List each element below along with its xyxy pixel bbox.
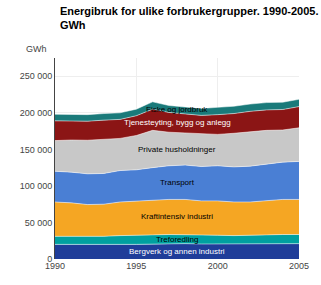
svg-text:100 000: 100 000 (20, 181, 53, 191)
svg-text:GWh: GWh (26, 44, 47, 54)
svg-text:Fiske og jordbruk: Fiske og jordbruk (146, 105, 208, 114)
svg-text:Private husholdninger: Private husholdninger (138, 145, 216, 154)
svg-text:1990: 1990 (45, 261, 65, 271)
svg-text:Treforedling: Treforedling (156, 235, 198, 244)
svg-text:1995: 1995 (126, 261, 146, 271)
svg-text:Tjenesteyting, bygg og anlegg: Tjenesteyting, bygg og anlegg (124, 118, 231, 127)
svg-text:Transport: Transport (160, 178, 195, 187)
svg-text:Kraftintensiv industri: Kraftintensiv industri (141, 212, 213, 221)
svg-text:250 000: 250 000 (20, 71, 53, 81)
svg-text:50 000: 50 000 (25, 218, 53, 228)
svg-text:150 000: 150 000 (20, 145, 53, 155)
svg-text:0: 0 (47, 254, 52, 264)
svg-text:2000: 2000 (208, 261, 228, 271)
svg-text:Bergverk og annen industri: Bergverk og annen industri (129, 247, 225, 256)
svg-text:2005: 2005 (289, 261, 309, 271)
svg-text:Energibruk for ulike forbruker: Energibruk for ulike forbrukergrupper. 1… (60, 5, 319, 31)
svg-text:200 000: 200 000 (20, 108, 53, 118)
